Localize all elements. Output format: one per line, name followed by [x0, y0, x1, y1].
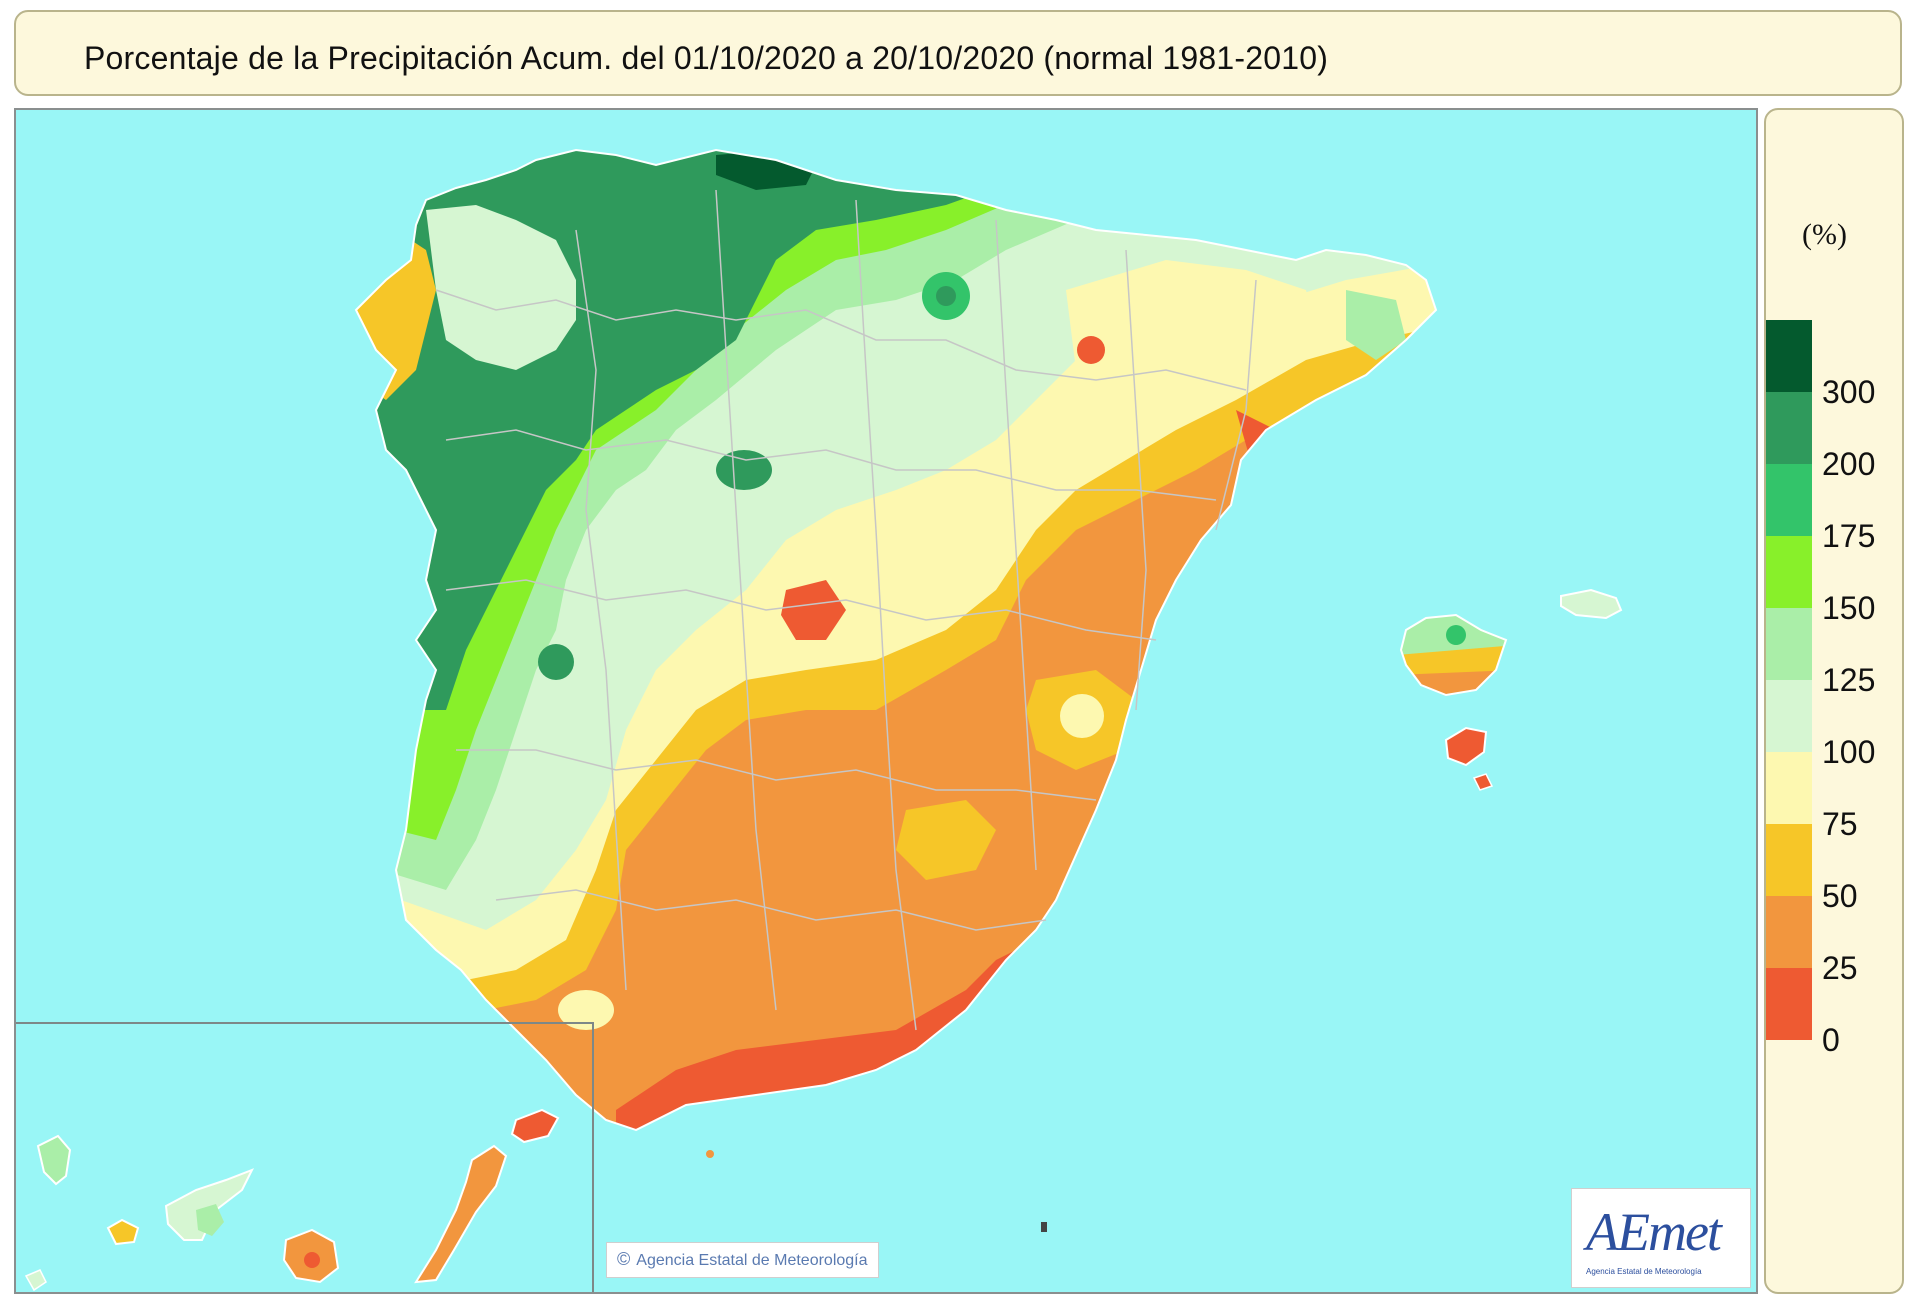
logo-text: AEmet	[1586, 1202, 1722, 1262]
province-borders	[435, 189, 1257, 1031]
credit-label: © Agencia Estatal de Meteorología	[606, 1242, 879, 1278]
legend-tick-label: 125	[1822, 662, 1876, 698]
legend-swatch	[1766, 536, 1812, 608]
legend-tick-label: 200	[1822, 446, 1876, 482]
legend-tick-label: 25	[1822, 950, 1858, 986]
legend-tick-label: 0	[1822, 1022, 1840, 1058]
legend-swatch	[1766, 320, 1812, 392]
legend-tick-label: 300	[1822, 374, 1876, 410]
precipitation-map	[24, 148, 1623, 1292]
title-panel: Porcentaje de la Precipitación Acum. del…	[14, 10, 1902, 96]
legend-tick-label: 175	[1822, 518, 1876, 554]
legend-panel: (%) 300 200 175 150 125 100 75 50 25 0	[1764, 108, 1904, 1294]
mallorca	[1399, 613, 1508, 697]
legend-swatch	[1766, 896, 1812, 968]
legend-tick-label: 75	[1822, 806, 1858, 842]
credit-text: Agencia Estatal de Meteorología	[636, 1252, 868, 1269]
ibiza	[1444, 726, 1488, 767]
alboran-islet	[1041, 1222, 1047, 1232]
legend-tick-label: 100	[1822, 734, 1876, 770]
legend-tick-label: 50	[1822, 878, 1858, 914]
legend-swatch	[1766, 824, 1812, 896]
legend-swatch	[1766, 608, 1812, 680]
legend-swatch	[1766, 968, 1812, 1040]
copyright-icon: ©	[617, 1249, 631, 1269]
aemet-logo: AEmet Agencia Estatal de Meteorología	[1571, 1188, 1751, 1288]
ceuta-islet	[706, 1150, 714, 1158]
legend-swatch	[1766, 392, 1812, 464]
legend-unit: (%)	[1802, 218, 1847, 251]
map-panel: © Agencia Estatal de Meteorología AEmet A…	[14, 108, 1758, 1294]
legend-tick-label: 150	[1822, 590, 1876, 626]
legend-swatch	[1766, 464, 1812, 536]
canary-inset-frame	[16, 1022, 594, 1292]
legend-swatch	[1766, 752, 1812, 824]
canary-islands-inset	[24, 1108, 560, 1292]
legend-swatch	[1766, 680, 1812, 752]
menorca	[1560, 588, 1623, 620]
logo-subtitle: Agencia Estatal de Meteorología	[1586, 1267, 1702, 1276]
formentera	[1472, 773, 1494, 791]
map-title: Porcentaje de la Precipitación Acum. del…	[84, 40, 1329, 76]
